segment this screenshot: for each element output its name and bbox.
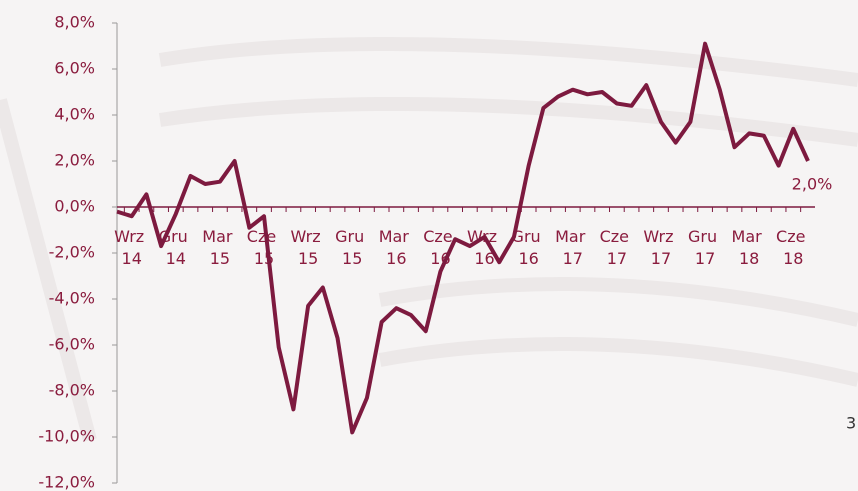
page-number: 3	[846, 414, 856, 433]
bg-stripe	[378, 277, 858, 327]
y-tick-label: 6,0%	[54, 59, 95, 78]
y-tick-label: 0,0%	[54, 197, 95, 216]
y-tick-label: -2,0%	[49, 243, 95, 262]
x-tick-label: Cze 17	[600, 227, 635, 268]
x-tick-label: Mar 18	[732, 227, 767, 268]
bg-stripe	[158, 97, 858, 147]
y-tick-label: -12,0%	[38, 473, 95, 491]
y-tick-label: 4,0%	[54, 105, 95, 124]
x-tick-label: Mar 16	[379, 227, 414, 268]
bg-stripe	[0, 98, 97, 442]
x-tick-label: Wrz 17	[643, 227, 678, 268]
data-line	[116, 41, 810, 435]
data-label: 2,0%	[792, 175, 833, 194]
y-tick-label: 8,0%	[54, 13, 95, 32]
y-tick-label: -6,0%	[49, 335, 95, 354]
x-tick-label: Gru 16	[512, 227, 546, 268]
x-tick-label: Gru 14	[159, 227, 193, 268]
background-pattern	[0, 37, 858, 442]
x-tick-label: Wrz 14	[114, 227, 149, 268]
bg-stripe	[158, 37, 858, 87]
x-tick-label: Gru 17	[688, 227, 722, 268]
y-tick-label: -8,0%	[49, 381, 95, 400]
x-tick-label: Mar 15	[202, 227, 237, 268]
y-tick-label: -10,0%	[38, 427, 95, 446]
x-tick-label: Mar 17	[555, 227, 590, 268]
y-tick-label: 2,0%	[54, 151, 95, 170]
y-tick-label: -4,0%	[49, 289, 95, 308]
bg-stripe	[378, 337, 858, 387]
x-tick-label: Gru 15	[335, 227, 369, 268]
x-tick-label: Wrz 15	[291, 227, 326, 268]
x-tick-label: Cze 18	[776, 227, 811, 268]
